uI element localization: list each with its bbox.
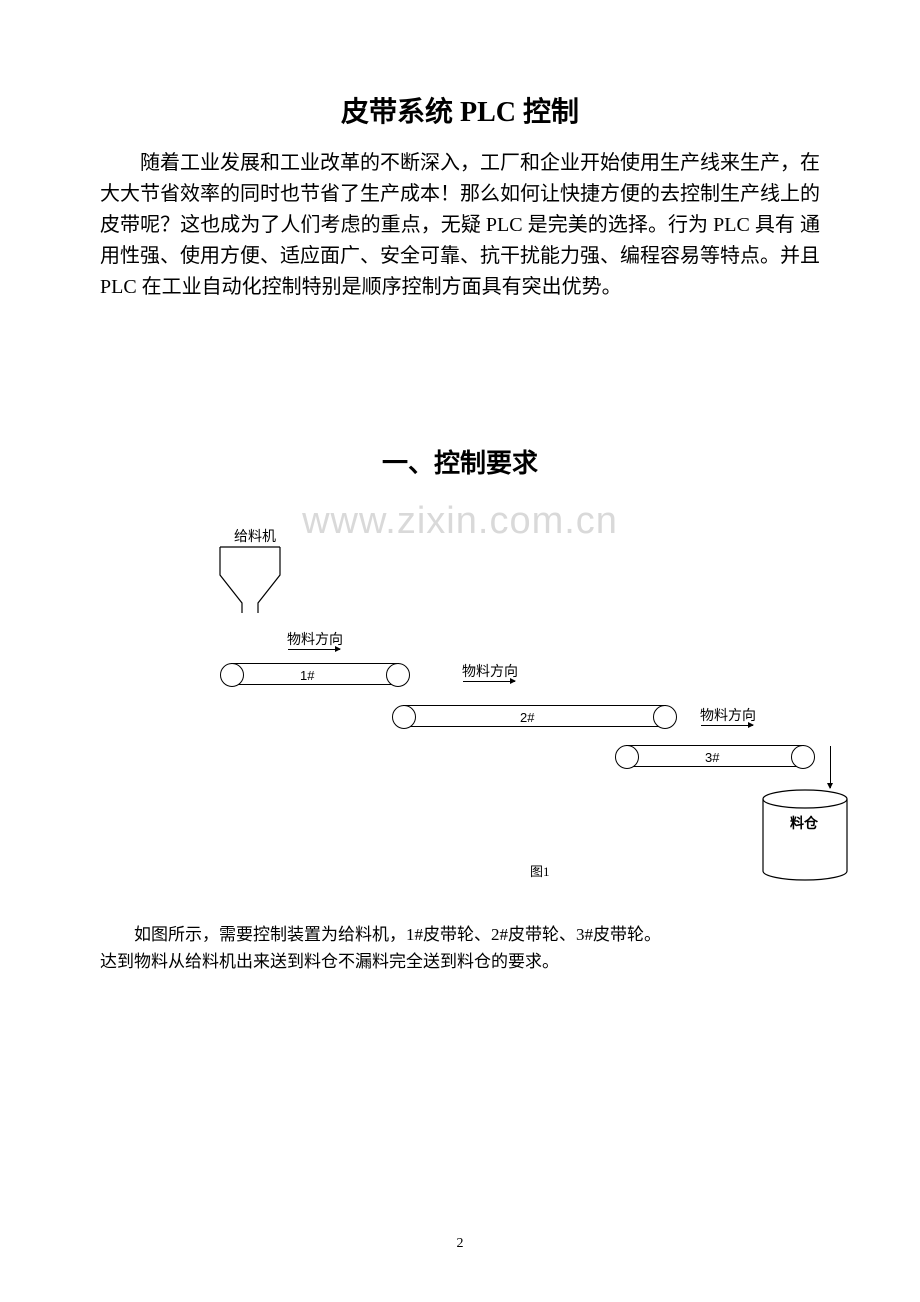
arrow-down-silo — [830, 746, 831, 788]
belt-1-label: 1# — [300, 668, 314, 683]
belt-3-label: 3# — [705, 750, 719, 765]
conveyor-2 — [392, 705, 677, 727]
arrow-3 — [701, 725, 753, 726]
feeder-label: 给料机 — [234, 526, 276, 546]
belt-2-label: 2# — [520, 710, 534, 725]
page-number: 2 — [0, 1236, 920, 1252]
intro-paragraph: 随着工业发展和工业改革的不断深入，工厂和企业开始使用生产线来生产，在大大节省效率… — [100, 148, 820, 303]
body-paragraph-2: 达到物料从给料机出来送到料仓不漏料完全送到料仓的要求。 — [100, 948, 820, 975]
section-1-title: 一、控制要求 — [100, 443, 820, 480]
arrow-1 — [288, 649, 340, 650]
silo-shape — [760, 789, 850, 884]
page-title: 皮带系统 PLC 控制 — [100, 90, 820, 130]
conveyor-1 — [220, 663, 410, 685]
arrow-2 — [463, 681, 515, 682]
feeder-shape — [218, 545, 288, 615]
diagram-caption: 图1 — [530, 861, 550, 880]
belt-system-diagram: 给料机 物料方向 1# 物料方向 2# 物料方向 — [130, 513, 850, 913]
body-paragraph-1: 如图所示，需要控制装置为给料机，1#皮带轮、2#皮带轮、3#皮带轮。 — [100, 921, 820, 948]
silo-label: 料仓 — [790, 813, 818, 833]
